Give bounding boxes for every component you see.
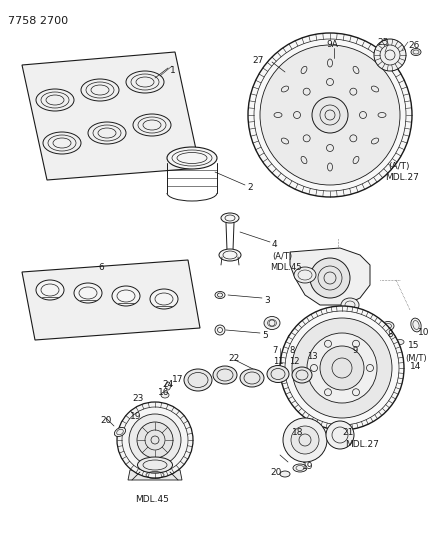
Text: 27: 27: [252, 56, 263, 65]
Text: 9: 9: [352, 346, 358, 355]
Ellipse shape: [341, 298, 359, 312]
Text: 20: 20: [270, 468, 281, 477]
Text: 8: 8: [387, 330, 392, 339]
Text: MDL.27: MDL.27: [345, 440, 379, 449]
Ellipse shape: [219, 249, 241, 261]
Polygon shape: [22, 52, 200, 180]
Text: 11: 11: [273, 357, 283, 366]
Text: 23: 23: [132, 394, 143, 403]
Ellipse shape: [264, 317, 280, 329]
Ellipse shape: [213, 366, 237, 384]
Circle shape: [137, 422, 173, 458]
Ellipse shape: [382, 321, 394, 330]
Text: 4: 4: [272, 240, 278, 249]
Ellipse shape: [396, 340, 404, 344]
Text: 7758 2700: 7758 2700: [8, 16, 68, 26]
Text: 24: 24: [162, 380, 173, 389]
Text: (M/T): (M/T): [405, 354, 427, 363]
Ellipse shape: [411, 318, 421, 332]
Text: 6: 6: [98, 263, 104, 272]
Text: 14: 14: [410, 362, 422, 371]
Polygon shape: [128, 470, 182, 480]
Text: 10: 10: [418, 328, 428, 337]
Circle shape: [292, 318, 392, 418]
Circle shape: [310, 258, 350, 298]
Text: 26: 26: [408, 41, 419, 50]
Ellipse shape: [411, 49, 421, 55]
Circle shape: [307, 333, 377, 403]
Text: MDL.27: MDL.27: [385, 173, 419, 182]
Ellipse shape: [137, 457, 172, 473]
Text: 1: 1: [170, 66, 176, 75]
Ellipse shape: [240, 369, 264, 387]
Ellipse shape: [150, 289, 178, 309]
Ellipse shape: [288, 333, 302, 343]
Text: 17: 17: [172, 375, 184, 384]
Text: 12: 12: [289, 357, 299, 366]
Circle shape: [312, 97, 348, 133]
Text: 2: 2: [247, 183, 253, 192]
Text: (A/T): (A/T): [272, 252, 292, 261]
Text: 19: 19: [302, 462, 313, 471]
Circle shape: [283, 418, 327, 462]
Text: (A/T): (A/T): [388, 162, 410, 171]
Text: 8: 8: [289, 346, 295, 355]
Circle shape: [117, 402, 193, 478]
Circle shape: [320, 346, 364, 390]
Text: 25: 25: [377, 38, 388, 47]
Circle shape: [326, 421, 354, 449]
Text: MDL.45: MDL.45: [135, 495, 169, 504]
Ellipse shape: [221, 213, 239, 223]
Text: 20: 20: [100, 416, 111, 425]
Text: 13: 13: [307, 352, 317, 361]
Text: 19: 19: [130, 412, 142, 421]
Text: 7: 7: [272, 346, 278, 355]
Ellipse shape: [184, 369, 212, 391]
Circle shape: [291, 426, 319, 454]
Ellipse shape: [280, 471, 290, 477]
Ellipse shape: [161, 392, 169, 398]
Polygon shape: [290, 248, 370, 305]
Text: MDL.45: MDL.45: [270, 263, 301, 272]
Text: 16: 16: [158, 388, 169, 397]
Ellipse shape: [267, 366, 289, 383]
Polygon shape: [22, 260, 200, 340]
Ellipse shape: [293, 464, 307, 472]
Circle shape: [280, 306, 404, 430]
Text: 21: 21: [342, 428, 354, 437]
Ellipse shape: [292, 367, 312, 383]
Ellipse shape: [294, 267, 316, 283]
Circle shape: [260, 45, 400, 185]
Text: 15: 15: [408, 341, 419, 350]
Ellipse shape: [166, 382, 170, 390]
Circle shape: [215, 325, 225, 335]
Ellipse shape: [36, 280, 64, 300]
Ellipse shape: [74, 283, 102, 303]
Text: 22: 22: [228, 354, 239, 363]
Ellipse shape: [215, 292, 225, 298]
Ellipse shape: [114, 427, 125, 437]
Text: 3: 3: [264, 296, 270, 305]
Text: 9A: 9A: [326, 40, 338, 49]
Circle shape: [374, 39, 406, 71]
Text: 5: 5: [262, 331, 268, 340]
Circle shape: [248, 33, 412, 197]
Circle shape: [129, 414, 181, 466]
Ellipse shape: [167, 147, 217, 169]
Text: 18: 18: [292, 428, 303, 437]
Ellipse shape: [112, 286, 140, 306]
